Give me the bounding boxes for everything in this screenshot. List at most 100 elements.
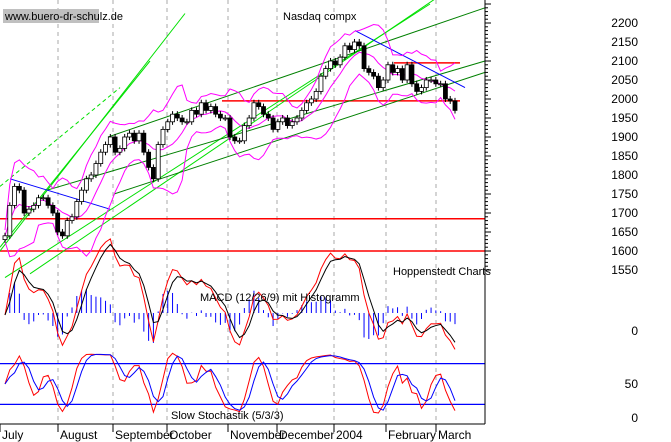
candle-body [452, 100, 458, 111]
candle-body [127, 132, 132, 138]
month-label: December [279, 428, 334, 442]
candle-body [294, 117, 300, 123]
stoch-tick-label: 50 [625, 377, 639, 391]
trend-line [0, 60, 151, 248]
month-label: November [230, 428, 285, 442]
price-tick-label: 2000 [611, 92, 638, 106]
price-tick-label: 1650 [611, 225, 638, 239]
candle-body [50, 204, 56, 214]
candle-body [299, 110, 305, 119]
trend-line [0, 87, 121, 187]
macd-label: MACD (12/26/9) mit Histogramm [200, 292, 360, 304]
candle-body [323, 68, 329, 77]
candle-body [136, 132, 142, 142]
candle-body [328, 60, 333, 69]
price-tick-label: 2200 [611, 16, 638, 30]
macd-tick-label: 0 [631, 324, 638, 338]
price-tick-label: 1850 [611, 149, 638, 163]
candle-body [419, 87, 424, 92]
candle-body [361, 45, 367, 69]
price-tick-label: 1550 [611, 263, 638, 277]
candle-body [423, 79, 429, 88]
candlesticks [2, 38, 458, 243]
candle-body [213, 106, 219, 115]
candle-body [103, 144, 108, 153]
candle-body [194, 110, 199, 115]
month-label: October [169, 428, 212, 442]
candle-body [2, 235, 8, 241]
candle-body [433, 79, 439, 85]
macd-panel [4, 238, 456, 350]
candle-body [155, 144, 161, 180]
candle-body [285, 117, 290, 126]
candle-body [280, 117, 286, 123]
candle-body [352, 41, 357, 50]
candle-body [414, 83, 420, 92]
candle-body [409, 64, 415, 85]
candle-body [251, 102, 257, 119]
candle-body [184, 121, 190, 124]
candle-body [45, 197, 51, 206]
candle-body [265, 113, 271, 119]
candle-body [160, 128, 166, 145]
price-tick-label: 1700 [611, 206, 638, 220]
candle-body [222, 117, 228, 120]
candle-body [342, 45, 348, 58]
candle-body [395, 68, 400, 73]
trend-line [9, 178, 111, 210]
candle-body [203, 102, 209, 111]
candle-body [40, 197, 46, 200]
candle-body [36, 197, 41, 206]
price-tick-label: 2150 [611, 35, 638, 49]
candle-body [21, 189, 27, 214]
month-label: March [438, 428, 471, 442]
candle-body [399, 68, 405, 81]
candle-body [12, 185, 17, 206]
month-label: July [2, 428, 23, 442]
watermark: www.buero-dr-schulz.de [4, 11, 123, 23]
candle-body [179, 117, 185, 123]
candle-body [289, 121, 295, 127]
trend-line [4, 3, 431, 279]
candle-body [237, 140, 242, 143]
candle-body [390, 64, 396, 73]
candle-body [443, 83, 448, 100]
candle-body [385, 64, 391, 81]
month-label: 2004 [336, 428, 363, 442]
trend-line [354, 30, 466, 89]
stochastic-panel [0, 352, 485, 414]
candle-body [198, 102, 204, 115]
price-tick-label: 1900 [611, 130, 638, 144]
candle-body [189, 110, 195, 123]
candle-body [304, 102, 309, 111]
candle-body [141, 132, 147, 153]
price-tick-label: 2100 [611, 54, 638, 68]
candle-body [232, 136, 238, 142]
candle-body [112, 136, 118, 153]
candle-body [131, 132, 137, 142]
candle-body [447, 98, 453, 102]
stoch-tick-label: 0 [631, 411, 638, 425]
candle-body [146, 151, 152, 168]
candle-body [69, 216, 75, 222]
candle-body [380, 79, 386, 88]
candle-body [7, 204, 13, 237]
bollinger-lower [4, 73, 456, 258]
candle-body [122, 136, 128, 149]
price-tick-label: 1950 [611, 111, 638, 125]
candle-body [74, 201, 80, 218]
candle-body [275, 121, 281, 130]
candle-body [107, 136, 113, 145]
candle-body [227, 117, 233, 138]
candle-body [26, 208, 32, 214]
candle-body [174, 113, 180, 119]
candle-body [83, 178, 89, 191]
candle-body [16, 185, 22, 191]
candle-body [31, 204, 37, 210]
candle-body [151, 166, 156, 180]
price-tick-label: 2050 [611, 73, 638, 87]
watermark-bg [3, 9, 99, 23]
candle-body [313, 91, 319, 100]
candle-body [366, 68, 372, 73]
